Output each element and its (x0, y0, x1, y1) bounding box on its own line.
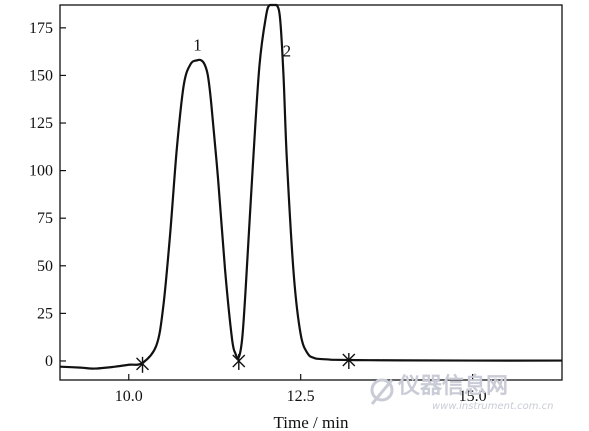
integration-marker (136, 356, 150, 373)
y-tick-label: 50 (37, 258, 53, 275)
x-tick-label: 15.0 (459, 388, 487, 405)
watermark-subtext: www.instrument.com.cn (432, 401, 553, 412)
x-axis: 10.0 12.5 15.0 (115, 374, 487, 405)
x-tick-label: 12.5 (287, 388, 315, 405)
x-axis-title: Time / min (274, 413, 349, 431)
y-tick-label: 150 (29, 67, 53, 84)
y-axis: 0 25 50 75 100 125 150 175 (29, 20, 66, 370)
integration-marker (232, 353, 246, 370)
integration-marker (342, 353, 356, 370)
y-tick-label: 75 (37, 210, 53, 227)
x-tick-label: 10.0 (115, 388, 143, 405)
y-tick-label: 100 (29, 163, 53, 180)
y-tick-label: 25 (37, 305, 53, 322)
y-tick-label: 175 (29, 20, 53, 37)
y-tick-label: 125 (29, 115, 53, 132)
y-tick-label: 0 (45, 353, 53, 370)
watermark: 仪器信息网 www.instrument.com.cn (370, 373, 553, 412)
integration-markers (136, 353, 356, 373)
plot-frame (59, 4, 563, 381)
watermark-logo-icon (370, 378, 394, 405)
peak-label: 2 (283, 41, 292, 60)
chromatogram-trace (59, 3, 563, 370)
peak-label: 1 (193, 36, 202, 55)
watermark-text: 仪器信息网 (397, 373, 508, 399)
